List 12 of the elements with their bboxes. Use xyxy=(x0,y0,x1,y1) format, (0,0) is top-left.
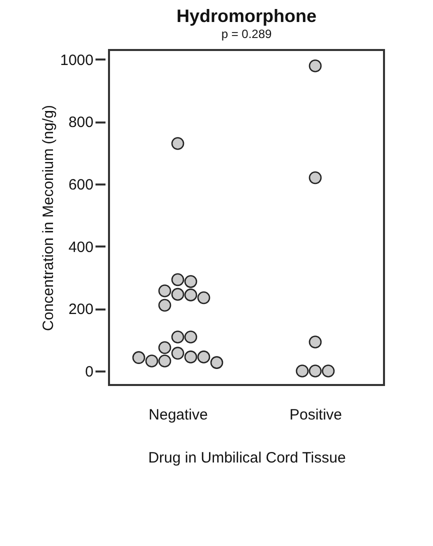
y-tick-label: 400 xyxy=(68,238,94,256)
y-axis-title: Concentration in Meconium (ng/g) xyxy=(40,105,58,331)
chart-title: Hydromorphone xyxy=(176,6,317,26)
y-tick-label: 600 xyxy=(68,176,94,194)
x-tick-label: Positive xyxy=(289,406,342,424)
x-tick-label: Negative xyxy=(148,406,208,424)
x-axis-title: Drug in Umbilical Cord Tissue xyxy=(148,450,346,466)
y-tick-label: 200 xyxy=(68,301,94,318)
y-tick-label: 0 xyxy=(85,363,94,380)
y-tick-label: 1000 xyxy=(60,52,94,69)
chart-subtitle: p = 0.289 xyxy=(221,27,272,41)
y-tick-label: 800 xyxy=(68,114,94,132)
